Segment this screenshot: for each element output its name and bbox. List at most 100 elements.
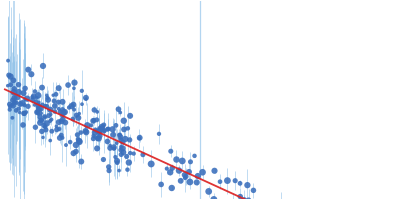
Point — [57, 136, 63, 139]
Point — [9, 103, 16, 106]
Point — [78, 131, 84, 134]
Point — [79, 103, 85, 106]
Point — [7, 75, 14, 78]
Point — [116, 133, 122, 137]
Point — [127, 151, 133, 155]
Point — [169, 167, 176, 170]
Point — [182, 173, 188, 177]
Point — [16, 107, 22, 110]
Point — [36, 108, 42, 111]
Point — [39, 103, 46, 106]
Point — [70, 103, 76, 106]
Point — [59, 100, 66, 103]
Point — [84, 124, 90, 127]
Point — [112, 155, 118, 159]
Point — [35, 94, 42, 97]
Point — [118, 148, 124, 152]
Point — [106, 165, 112, 168]
Point — [42, 104, 48, 108]
Point — [98, 127, 105, 130]
Point — [47, 108, 54, 111]
Point — [22, 87, 28, 90]
Point — [34, 111, 40, 114]
Point — [110, 147, 117, 150]
Point — [178, 179, 184, 182]
Point — [71, 108, 77, 111]
Point — [30, 95, 37, 98]
Point — [96, 134, 103, 137]
Point — [113, 124, 119, 127]
Point — [114, 159, 120, 162]
Point — [47, 139, 54, 142]
Point — [120, 119, 127, 122]
Point — [244, 184, 251, 187]
Point — [57, 110, 64, 113]
Point — [237, 195, 244, 198]
Point — [92, 131, 98, 134]
Point — [79, 89, 85, 92]
Point — [60, 111, 67, 114]
Point — [56, 107, 62, 110]
Point — [20, 123, 26, 127]
Point — [96, 130, 102, 133]
Point — [10, 99, 16, 102]
Point — [6, 74, 12, 77]
Point — [41, 124, 47, 127]
Point — [90, 134, 97, 137]
Point — [44, 96, 51, 99]
Point — [73, 114, 80, 117]
Point — [75, 138, 81, 141]
Point — [211, 198, 217, 200]
Point — [211, 169, 218, 172]
Point — [91, 108, 98, 112]
Point — [118, 145, 124, 148]
Point — [183, 175, 189, 178]
Point — [14, 96, 20, 99]
Point — [39, 130, 45, 133]
Point — [21, 112, 27, 115]
Point — [167, 171, 174, 174]
Point — [43, 122, 50, 125]
Point — [126, 161, 132, 164]
Point — [15, 83, 22, 86]
Point — [59, 136, 66, 139]
Point — [76, 140, 83, 144]
Point — [90, 119, 97, 122]
Point — [38, 112, 44, 115]
Point — [37, 121, 43, 124]
Point — [76, 139, 82, 143]
Point — [118, 153, 124, 156]
Point — [17, 102, 24, 106]
Point — [118, 138, 124, 141]
Point — [106, 169, 112, 172]
Point — [100, 158, 107, 161]
Point — [66, 106, 72, 109]
Point — [25, 68, 32, 71]
Point — [10, 91, 17, 94]
Point — [10, 79, 16, 82]
Point — [246, 199, 252, 200]
Point — [8, 83, 14, 86]
Point — [224, 179, 231, 182]
Point — [122, 137, 128, 141]
Point — [58, 134, 64, 137]
Point — [53, 125, 60, 128]
Point — [110, 133, 116, 136]
Point — [104, 140, 111, 143]
Point — [46, 114, 52, 117]
Point — [83, 98, 89, 101]
Point — [28, 73, 34, 76]
Point — [158, 183, 164, 186]
Point — [99, 125, 105, 128]
Point — [51, 99, 57, 103]
Point — [63, 143, 69, 147]
Point — [83, 131, 89, 134]
Point — [65, 83, 71, 87]
Point — [130, 152, 137, 155]
Point — [114, 142, 120, 145]
Point — [50, 94, 56, 97]
Point — [82, 129, 89, 133]
Point — [30, 98, 36, 101]
Point — [71, 81, 78, 84]
Point — [7, 105, 13, 108]
